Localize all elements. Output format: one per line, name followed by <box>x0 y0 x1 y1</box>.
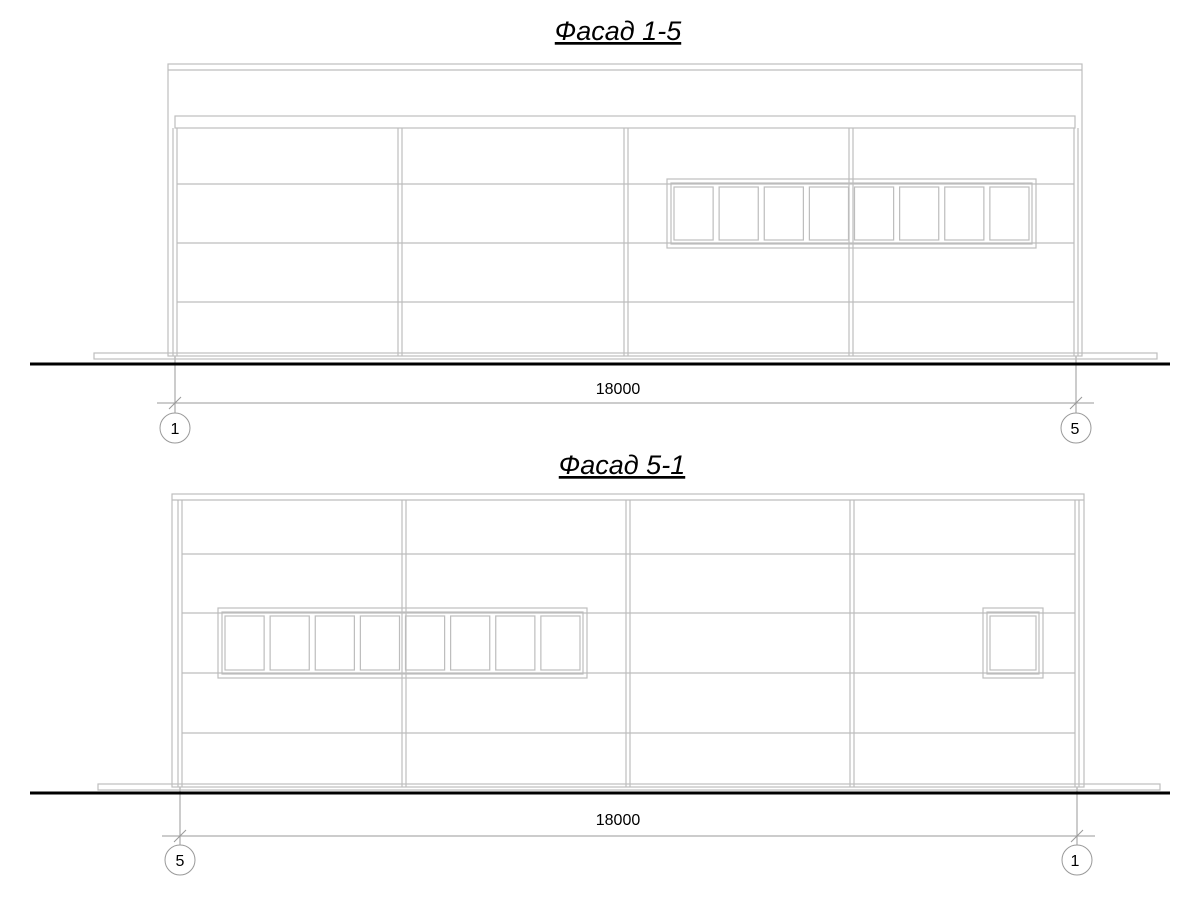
ribbon-window-pane <box>269 615 310 671</box>
ribbon-window-pane <box>314 615 355 671</box>
ribbon-window-frame <box>666 178 1037 249</box>
ribbon-window-pane <box>224 615 265 671</box>
ribbon-window-pane <box>718 186 759 241</box>
cornice-band <box>174 115 1076 129</box>
small-window-inner-frame <box>986 611 1040 675</box>
facade-outline <box>171 493 1085 788</box>
small-window-pane <box>989 615 1037 671</box>
facade-2-axis-right-label: 1 <box>1071 853 1080 870</box>
facade-1-axis-right-label: 5 <box>1071 421 1080 438</box>
ribbon-window-pane <box>853 186 895 241</box>
facade-2-dimension: 18000 <box>596 812 641 829</box>
facade-1-dimension: 18000 <box>596 381 641 398</box>
ribbon-window-pane <box>763 186 804 241</box>
ribbon-window-pane <box>450 615 491 671</box>
plinth <box>93 352 1158 360</box>
ribbon-window-pane <box>808 186 850 241</box>
ribbon-window-pane <box>404 615 446 671</box>
small-window-frame <box>982 607 1044 679</box>
facade-2-axis-left-label: 5 <box>176 853 185 870</box>
ribbon-window-pane <box>540 615 581 671</box>
ribbon-window-pane <box>944 186 985 241</box>
ribbon-window-pane <box>989 186 1030 241</box>
ribbon-window-inner-frame <box>670 182 1033 245</box>
facade-1-title: Фасад 1-5 <box>555 16 682 46</box>
ribbon-window-pane <box>359 615 401 671</box>
facade-2-title: Фасад 5-1 <box>559 450 685 480</box>
ribbon-window-pane <box>673 186 714 241</box>
facade-1-axis-left-label: 1 <box>171 421 180 438</box>
ribbon-window-pane <box>899 186 940 241</box>
ribbon-window-pane <box>495 615 536 671</box>
facade-outline <box>167 63 1083 357</box>
plinth <box>97 783 1161 791</box>
